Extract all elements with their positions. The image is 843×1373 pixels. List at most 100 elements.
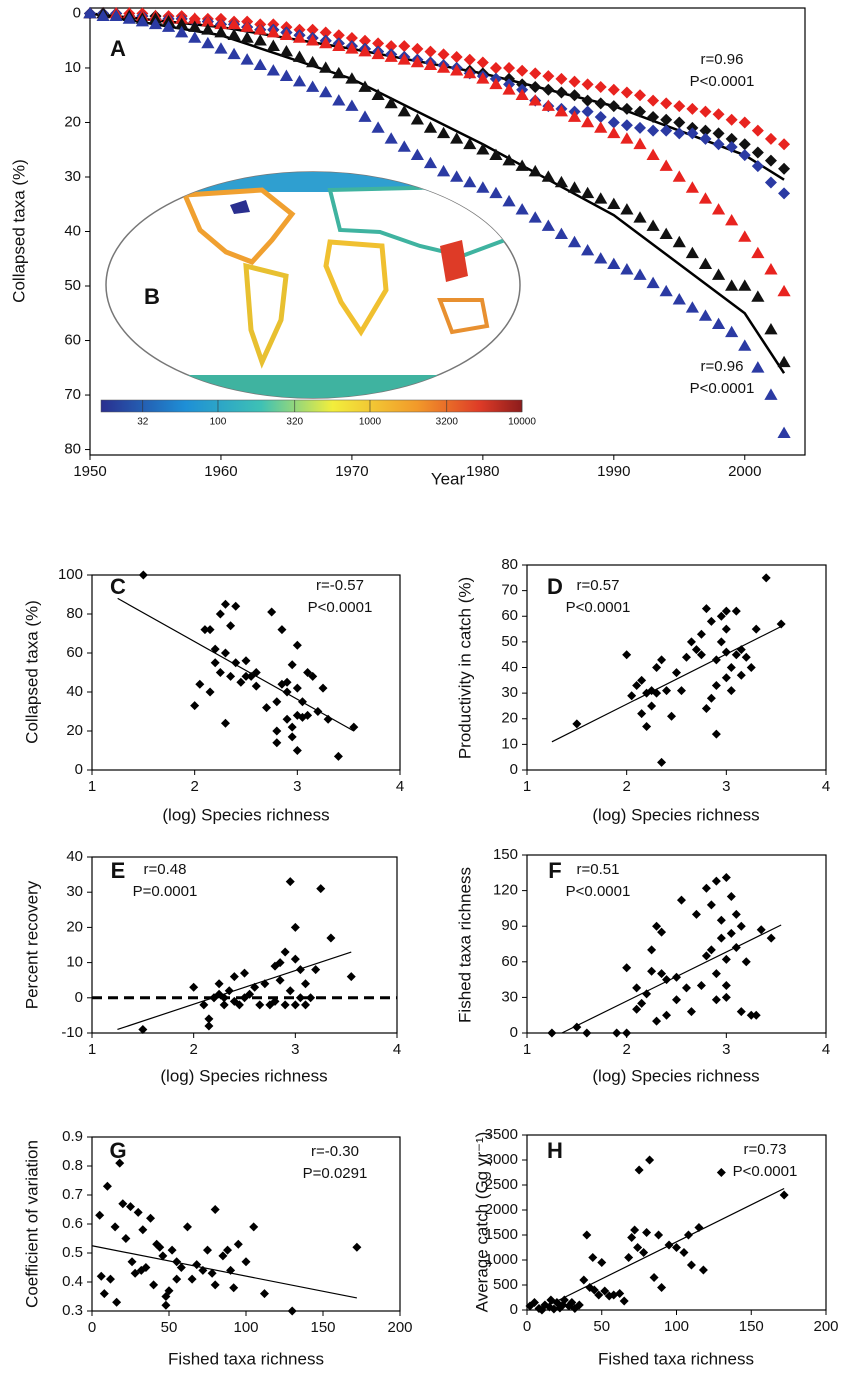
diamond-marker (223, 1245, 233, 1255)
diamond-marker (529, 1298, 539, 1307)
x-axis-title: (log) Species richness (592, 1066, 759, 1085)
diamond-marker (260, 979, 270, 989)
diamond-marker (118, 1199, 128, 1209)
stat-annotation: r=0.57 (577, 577, 620, 594)
triangle-marker (306, 55, 320, 68)
triangle-marker (554, 104, 569, 117)
diamond-marker (297, 697, 307, 707)
triangle-marker (659, 284, 673, 297)
triangle-marker (607, 257, 621, 270)
diamond-marker (346, 972, 356, 982)
diamond-marker (620, 119, 633, 132)
triangle-marker (345, 72, 359, 84)
diamond-marker (292, 640, 302, 650)
diamond-marker (672, 995, 681, 1005)
diamond-marker (731, 943, 741, 953)
diamond-marker (516, 64, 529, 77)
triangle-marker (607, 197, 621, 210)
diamond-marker (721, 606, 731, 616)
colorbar-tick-label: 32 (137, 417, 149, 428)
diamond-marker (542, 70, 555, 83)
diamond-marker (581, 105, 594, 118)
diamond-marker (295, 993, 305, 1003)
y-tick-label: 50 (64, 277, 81, 294)
diamond-marker (572, 1022, 582, 1032)
diamond-marker (226, 621, 236, 631)
triangle-marker (319, 36, 333, 49)
triangle-marker (397, 104, 411, 117)
diamond-marker (234, 1000, 244, 1010)
triangle-marker (594, 121, 608, 133)
diamond-marker (559, 1295, 569, 1305)
y-tick-label: 0 (73, 4, 81, 21)
diamond-marker (691, 909, 701, 919)
plot-frame (91, 856, 398, 1034)
y-tick-label: 0 (75, 761, 83, 778)
x-tick-label: 3 (291, 1041, 299, 1058)
triangle-marker (253, 58, 267, 71)
diamond-marker (751, 160, 764, 173)
plot-frame (91, 574, 401, 771)
y-tick-label: 1000 (485, 1251, 518, 1268)
y-tick-label: 60 (66, 644, 83, 661)
triangle-marker (554, 175, 569, 188)
fit-line (561, 924, 782, 1034)
diamond-marker (778, 162, 791, 175)
diamond-marker (779, 1190, 789, 1200)
x-tick-label: 0 (88, 1319, 96, 1336)
triangle-marker (698, 257, 713, 270)
diamond-marker (96, 1271, 106, 1281)
diamond-marker (241, 656, 251, 666)
stat-annotation: r=0.48 (144, 861, 187, 878)
diamond-marker (706, 900, 716, 910)
y-tick-label: 60 (64, 331, 81, 348)
diamond-marker (607, 100, 620, 113)
diamond-marker (662, 686, 672, 696)
panel-letter: C (110, 574, 126, 599)
triangle-marker (450, 170, 464, 182)
triangle-marker (607, 126, 621, 139)
triangle-marker (476, 181, 490, 193)
diamond-marker (167, 1245, 177, 1255)
diamond-marker (637, 998, 647, 1008)
world-map (100, 171, 523, 413)
triangle-marker (685, 301, 699, 313)
diamond-marker (226, 671, 236, 681)
stat-annotation: r=0.96 (701, 358, 744, 375)
diamond-marker (594, 1290, 604, 1300)
diamond-marker (721, 954, 731, 964)
diamond-marker (204, 1014, 214, 1024)
triangle-marker (751, 361, 765, 373)
diamond-marker (489, 61, 502, 74)
diamond-marker (249, 1222, 259, 1232)
diamond-marker (303, 668, 313, 677)
stat-annotation: P<0.0001 (690, 380, 755, 397)
triangle-marker (384, 96, 398, 109)
x-tick-label: 150 (310, 1319, 335, 1336)
hudson-bay (230, 200, 250, 214)
diamond-marker (630, 1225, 640, 1235)
fit-line (551, 625, 782, 743)
triangle-marker (332, 66, 346, 79)
diamond-marker (746, 663, 756, 672)
triangle-marker (306, 80, 320, 92)
y-tick-label: 40 (66, 683, 83, 700)
triangle-marker (659, 227, 673, 240)
triangle-marker (201, 23, 215, 35)
triangle-marker (711, 268, 726, 280)
y-tick-label: 40 (64, 222, 81, 239)
diamond-marker (308, 671, 318, 681)
diamond-marker (205, 625, 215, 635)
diamond-marker (712, 138, 725, 151)
triangle-marker (515, 159, 529, 171)
fit-line (91, 1245, 357, 1299)
diamond-marker (141, 1263, 151, 1272)
plot-frame (526, 854, 827, 1034)
triangle-marker (476, 72, 490, 84)
triangle-marker (122, 12, 136, 24)
diamond-marker (725, 113, 738, 126)
triangle-marker (751, 246, 765, 259)
diamond-marker (210, 1205, 220, 1214)
diamond-marker (210, 1280, 220, 1290)
triangle-marker (711, 203, 726, 215)
